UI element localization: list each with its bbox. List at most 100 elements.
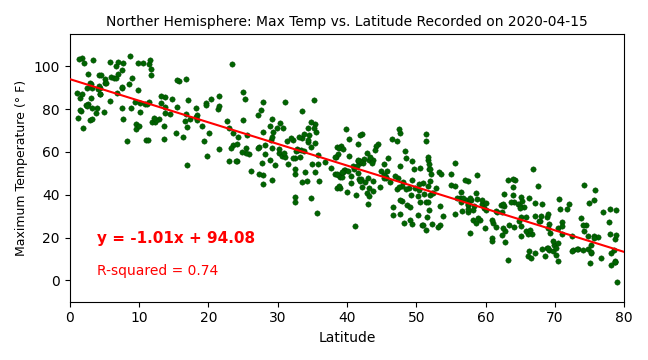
Point xyxy=(260,151,270,157)
Point xyxy=(277,153,288,159)
Point xyxy=(513,201,524,207)
Point xyxy=(415,199,425,204)
Point xyxy=(515,223,526,229)
Point xyxy=(456,199,466,204)
Point xyxy=(364,193,374,199)
Point xyxy=(96,72,106,77)
Point xyxy=(171,104,181,109)
Point xyxy=(109,76,119,81)
Point xyxy=(395,163,405,168)
Point xyxy=(242,132,252,138)
Point xyxy=(424,161,434,167)
Point xyxy=(583,233,593,239)
Point xyxy=(463,179,473,184)
Point xyxy=(607,249,617,255)
Point xyxy=(353,141,363,147)
Point xyxy=(472,172,483,178)
Point xyxy=(367,157,378,163)
Point xyxy=(99,76,110,82)
Point xyxy=(100,80,110,86)
Point xyxy=(338,146,348,152)
Point xyxy=(214,94,224,99)
Point xyxy=(227,61,237,67)
Point xyxy=(365,154,376,159)
Point xyxy=(502,177,513,183)
Point xyxy=(346,173,356,179)
Point xyxy=(307,161,318,167)
Point xyxy=(127,76,137,81)
Point xyxy=(567,248,577,254)
Text: y = -1.01x + 94.08: y = -1.01x + 94.08 xyxy=(97,231,255,246)
Point xyxy=(357,131,367,137)
Point xyxy=(267,145,277,151)
Point xyxy=(293,147,303,153)
Point xyxy=(74,57,84,62)
Point xyxy=(290,166,300,172)
Point xyxy=(296,108,307,114)
Point xyxy=(202,153,213,159)
Point xyxy=(417,222,428,228)
Point xyxy=(231,141,242,147)
Point xyxy=(433,224,443,230)
Point xyxy=(399,221,410,226)
Point xyxy=(238,90,249,95)
Point xyxy=(480,205,490,211)
Point xyxy=(355,158,365,164)
Point xyxy=(586,250,596,256)
Point xyxy=(358,160,368,166)
Point xyxy=(86,95,96,101)
Point xyxy=(425,166,435,172)
Point xyxy=(201,103,211,108)
Point xyxy=(596,256,607,261)
Point xyxy=(241,150,251,156)
Point xyxy=(344,136,354,142)
Point xyxy=(610,260,621,265)
Point xyxy=(332,185,342,191)
Point xyxy=(589,234,599,239)
Point xyxy=(557,224,568,229)
Point xyxy=(356,176,366,182)
Point xyxy=(206,96,216,102)
Point xyxy=(473,215,483,220)
Point xyxy=(498,201,508,207)
Point xyxy=(388,204,398,210)
Point xyxy=(541,214,551,220)
Point xyxy=(593,234,603,239)
Point xyxy=(240,96,250,102)
Point xyxy=(550,246,561,251)
Point xyxy=(349,166,359,172)
Point xyxy=(133,87,143,93)
Point xyxy=(310,140,321,146)
Point xyxy=(425,178,435,184)
Point xyxy=(280,154,290,160)
Point xyxy=(185,116,195,122)
Point xyxy=(393,175,404,180)
Point xyxy=(95,91,106,97)
Point xyxy=(336,169,347,175)
Point xyxy=(606,262,616,268)
Point xyxy=(480,225,490,230)
Point xyxy=(73,116,84,121)
Point xyxy=(421,227,431,233)
Point xyxy=(313,161,323,166)
Point xyxy=(390,174,400,179)
Point xyxy=(172,77,182,83)
Point xyxy=(516,194,526,199)
Point xyxy=(156,93,166,99)
Point xyxy=(422,183,433,189)
Point xyxy=(520,229,531,234)
Point xyxy=(81,102,91,108)
Point xyxy=(118,116,128,122)
Point xyxy=(481,201,491,206)
Point xyxy=(362,190,373,195)
Point xyxy=(303,139,314,145)
Point xyxy=(82,85,93,90)
Point xyxy=(425,171,435,177)
Point xyxy=(421,199,432,205)
Point xyxy=(126,105,136,111)
Point xyxy=(381,175,391,181)
Point xyxy=(287,138,297,143)
Title: Norther Hemisphere: Max Temp vs. Latitude Recorded on 2020-04-15: Norther Hemisphere: Max Temp vs. Latitud… xyxy=(106,15,588,29)
Point xyxy=(125,53,135,59)
Point xyxy=(500,228,511,234)
